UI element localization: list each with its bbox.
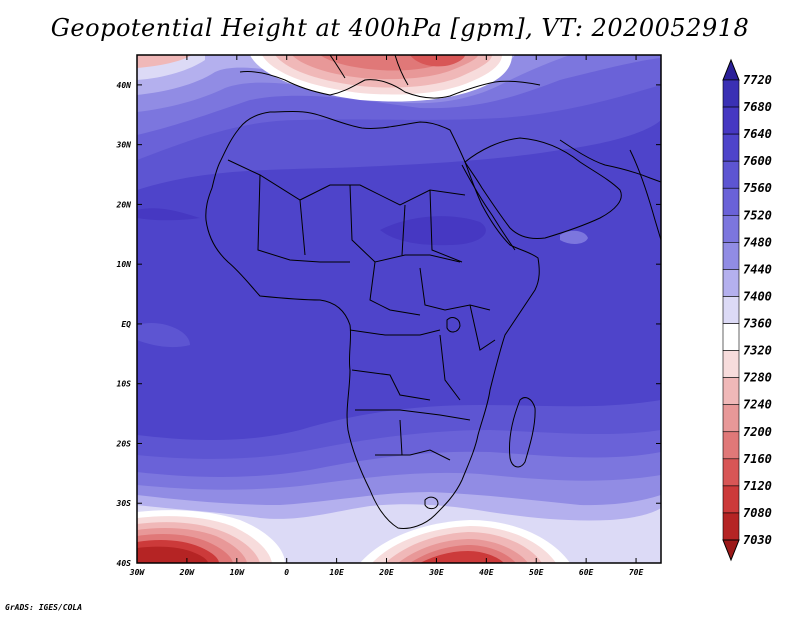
lon-label: 60E — [579, 568, 594, 577]
colorbar-swatch — [722, 133, 740, 162]
colorbar-level-label: 7160 — [743, 452, 772, 466]
lat-label: 20N — [116, 200, 132, 209]
colorbar-level-label: 7600 — [743, 154, 772, 168]
colorbar-level-label: 7320 — [743, 344, 772, 358]
map-frame — [136, 54, 662, 564]
colorbar-level-label: 7240 — [743, 398, 772, 412]
lon-label: 40E — [479, 568, 494, 577]
colorbar-level-label: 7120 — [743, 479, 772, 493]
colorbar-swatch — [722, 296, 740, 324]
lat-label: 40N — [117, 81, 132, 90]
colorbar-min-arrow — [722, 539, 740, 562]
colorbar-level-label: 7480 — [743, 235, 772, 249]
colorbar-swatch — [722, 377, 740, 406]
colorbar-level-label: 7030 — [743, 533, 772, 547]
colorbar-swatch — [722, 106, 740, 135]
lat-label: 30S — [116, 499, 132, 508]
colorbar-swatch — [722, 512, 740, 541]
lat-label: EQ — [121, 320, 131, 329]
colorbar-level-label: 7440 — [743, 262, 772, 276]
lon-label: 30E — [428, 568, 444, 577]
colorbar-swatch — [722, 187, 740, 216]
lat-label: 40S — [117, 559, 132, 568]
lat-label: 20S — [116, 439, 132, 448]
colorbar-swatch — [722, 431, 740, 460]
colorbar-level-label: 7640 — [743, 127, 772, 141]
colorbar-level-label: 7400 — [743, 289, 772, 303]
lon-label: 50E — [529, 568, 544, 577]
colorbar-swatch — [722, 79, 740, 108]
lon-label: 30W — [129, 568, 146, 577]
colorbar-level-label: 7680 — [743, 100, 772, 114]
lat-label: 10N — [117, 260, 132, 269]
colorbar-level-label: 7280 — [743, 371, 772, 385]
colorbar-swatch — [722, 404, 740, 433]
lon-label: 20E — [378, 568, 394, 577]
colorbar-level-label: 7520 — [743, 208, 772, 222]
colorbar-level-label: 7360 — [743, 317, 772, 331]
colorbar-swatch — [722, 242, 740, 270]
colorbar-swatch — [722, 214, 740, 243]
lon-label: 10E — [329, 568, 344, 577]
lat-label: 30N — [116, 141, 132, 150]
lon-label: 70E — [629, 568, 644, 577]
colorbar-level-label: 7720 — [743, 73, 772, 87]
colorbar-swatch — [722, 485, 740, 514]
colorbar-level-label: 7080 — [743, 506, 772, 520]
lat-label: 10S — [117, 380, 132, 389]
colorbar-level-label: 7560 — [743, 181, 772, 195]
colorbar-swatch — [722, 269, 740, 297]
colorbar: 7720 7680 7640 7600 7560 7520 7480 7440 7400 7360… — [722, 58, 772, 562]
colorbar-swatch — [722, 160, 740, 189]
colorbar-swatch — [722, 458, 740, 487]
credit-text: GrADS: IGES/COLA — [5, 603, 83, 612]
map-title: Geopotential Height at 400hPa [gpm], VT:… — [50, 14, 750, 42]
axis-ticks — [136, 55, 661, 564]
colorbar-swatch — [722, 323, 740, 351]
geopotential-field — [137, 55, 661, 563]
colorbar-swatch — [722, 350, 740, 378]
latitude-labels: 40N 30N 20N 10N EQ 10S 20S 30S 40S — [116, 81, 132, 568]
longitude-labels: 30W 20W 10W 0 10E 20E 30E 40E 50E 60E 70E — [129, 568, 644, 577]
colorbar-level-label: 7200 — [743, 425, 772, 439]
lon-label: 0 — [284, 568, 289, 577]
lon-label: 10W — [230, 568, 246, 577]
lon-label: 20W — [179, 568, 196, 577]
colorbar-max-arrow — [722, 58, 740, 81]
